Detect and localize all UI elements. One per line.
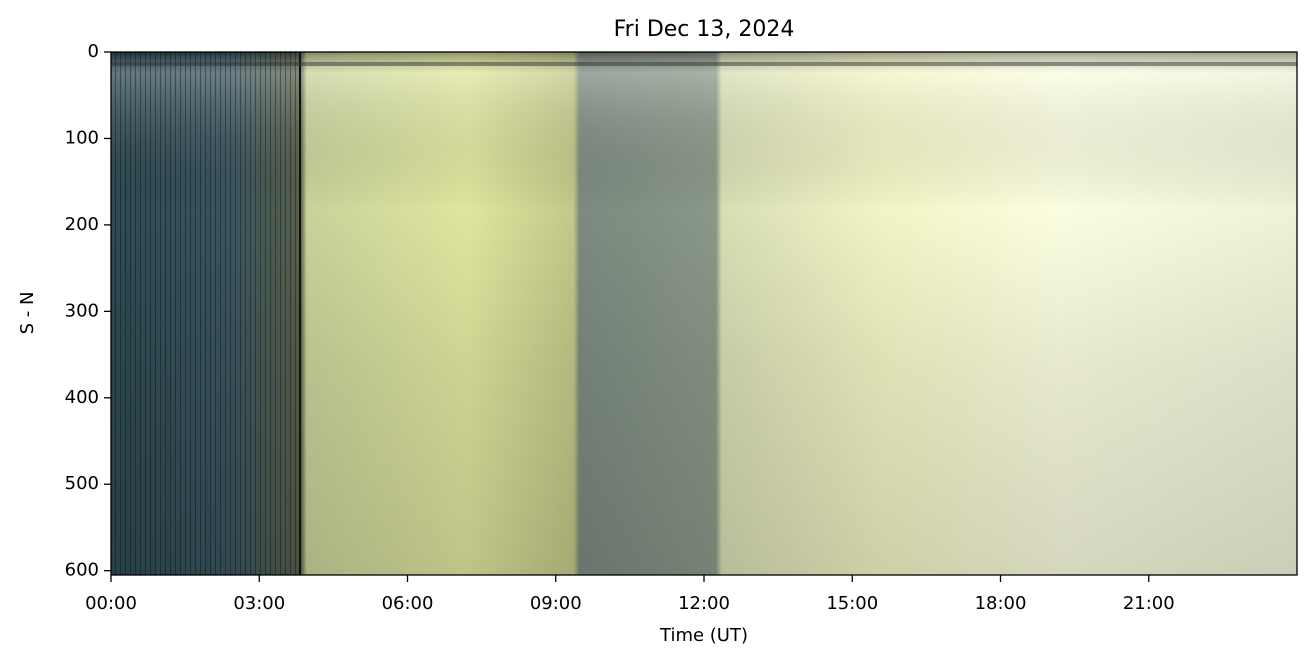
y-tick-label: 300 bbox=[65, 300, 99, 321]
y-tick-label: 200 bbox=[65, 214, 99, 235]
x-tick-label: 18:00 bbox=[975, 593, 1027, 614]
x-tick-label: 06:00 bbox=[382, 593, 434, 614]
x-tick-label: 21:00 bbox=[1123, 593, 1175, 614]
y-tick-label: 500 bbox=[65, 473, 99, 494]
chart-title: Fri Dec 13, 2024 bbox=[614, 17, 795, 42]
x-tick-label: 12:00 bbox=[678, 593, 730, 614]
x-tick-label: 15:00 bbox=[826, 593, 878, 614]
image bbox=[111, 52, 1297, 575]
x-axis-label: Time (UT) bbox=[659, 625, 748, 646]
y-tick-label: 400 bbox=[65, 387, 99, 408]
y-tick-label: 100 bbox=[65, 127, 99, 148]
y-axis-label: S - N bbox=[17, 292, 38, 335]
y-tick-label: 0 bbox=[88, 41, 99, 62]
y-tick-label: 600 bbox=[65, 560, 99, 581]
x-tick-label: 00:00 bbox=[85, 593, 137, 614]
x-tick-label: 09:00 bbox=[530, 593, 582, 614]
x-tick-label: 03:00 bbox=[233, 593, 285, 614]
